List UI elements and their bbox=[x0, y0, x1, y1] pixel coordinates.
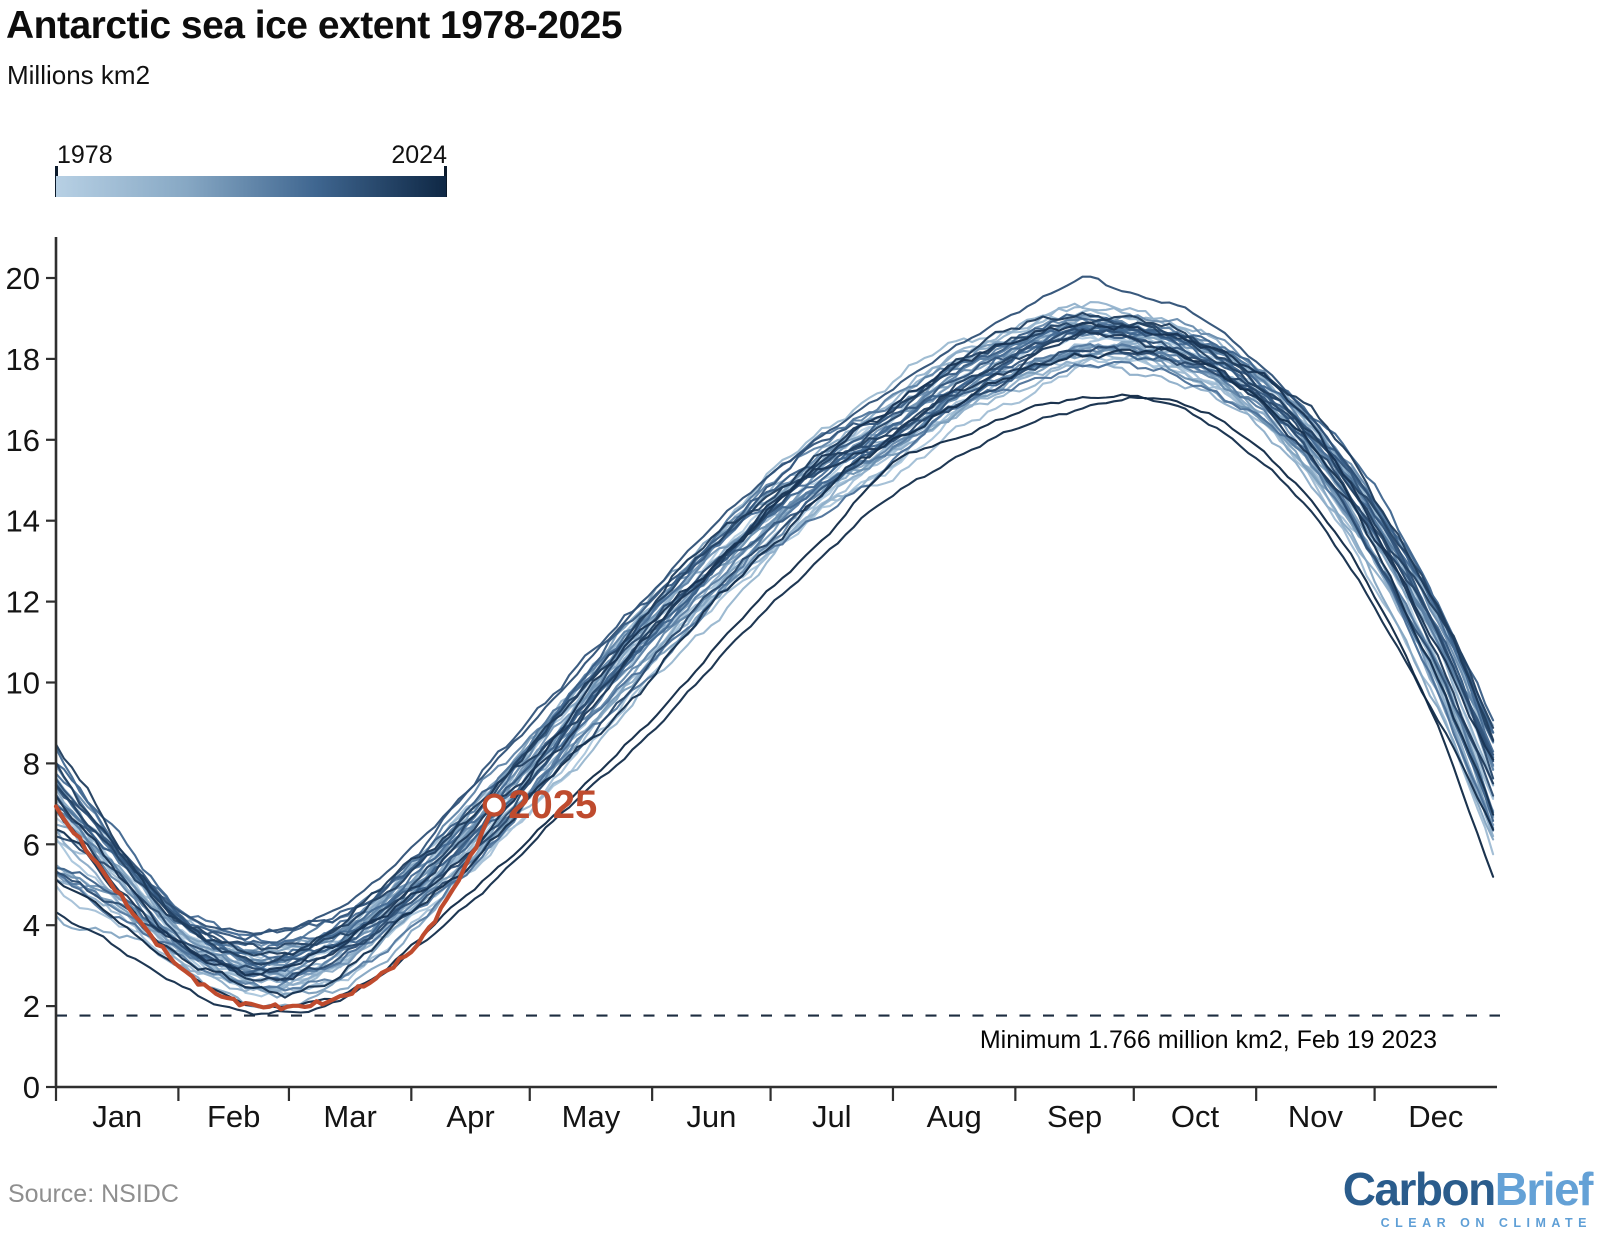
y-tick-label-0: 0 bbox=[23, 1070, 40, 1105]
year-line-1999 bbox=[54, 348, 1495, 969]
year-line-2016 bbox=[54, 345, 1495, 974]
x-month-label-Aug: Aug bbox=[927, 1099, 982, 1134]
y-tick-label-18: 18 bbox=[6, 342, 40, 377]
year-line-2004 bbox=[54, 342, 1495, 992]
x-month-label-Jan: Jan bbox=[92, 1099, 142, 1134]
year-line-1991 bbox=[54, 360, 1495, 993]
x-month-label-Sep: Sep bbox=[1047, 1099, 1102, 1134]
page-subtitle: Millions km2 bbox=[7, 60, 151, 90]
year-line-1986 bbox=[54, 343, 1495, 997]
year-line-2022 bbox=[54, 346, 1495, 999]
series-2025-label: 2025 bbox=[508, 783, 597, 827]
legend-end-year-label: 2024 bbox=[391, 141, 447, 169]
minimum-annotation: Minimum 1.766 million km2, Feb 19 2023 bbox=[980, 1026, 1437, 1054]
y-tick-label-16: 16 bbox=[6, 423, 40, 458]
x-month-label-Feb: Feb bbox=[207, 1099, 260, 1134]
carbonbrief-logo: CarbonBrief CLEAR ON CLIMATE bbox=[1342, 1163, 1594, 1230]
year-line-2014 bbox=[54, 275, 1495, 935]
year-line-2001 bbox=[54, 344, 1495, 978]
x-month-label-Jun: Jun bbox=[686, 1099, 736, 1134]
logo-carbon-text: Carbon bbox=[1342, 1163, 1497, 1215]
x-month-label-Oct: Oct bbox=[1171, 1099, 1220, 1134]
x-month-label-Jul: Jul bbox=[812, 1099, 852, 1134]
year-line-1988 bbox=[54, 352, 1495, 991]
year-line-2006 bbox=[54, 361, 1495, 983]
page-title: Antarctic sea ice extent 1978-2025 bbox=[6, 4, 623, 47]
legend-gradient-bar bbox=[56, 176, 446, 197]
year-line-2009 bbox=[54, 325, 1495, 960]
year-line-1982 bbox=[54, 357, 1495, 998]
series-2025-endpoint-marker bbox=[482, 793, 506, 817]
x-month-label-Dec: Dec bbox=[1408, 1099, 1463, 1134]
y-tick-label-2: 2 bbox=[23, 989, 40, 1024]
y-tick-label-6: 6 bbox=[23, 827, 40, 862]
source-note: Source: NSIDC bbox=[8, 1180, 179, 1208]
carbonbrief-wordmark: CarbonBrief bbox=[1342, 1163, 1594, 1215]
y-tick-label-20: 20 bbox=[6, 261, 40, 296]
y-tick-label-14: 14 bbox=[6, 504, 40, 539]
year-line-2019 bbox=[54, 311, 1495, 957]
year-line-2023 bbox=[54, 396, 1495, 1016]
y-tick-label-4: 4 bbox=[23, 908, 40, 943]
x-month-label-May: May bbox=[562, 1099, 621, 1134]
y-tick-label-8: 8 bbox=[23, 746, 40, 781]
x-month-label-Nov: Nov bbox=[1288, 1099, 1344, 1134]
logo-tagline: CLEAR ON CLIMATE bbox=[1380, 1216, 1592, 1230]
legend-start-year-label: 1978 bbox=[57, 141, 113, 169]
logo-brief-text: Brief bbox=[1494, 1163, 1594, 1215]
year-line-2021 bbox=[54, 321, 1495, 977]
year-line-2017 bbox=[54, 318, 1495, 951]
y-tick-label-10: 10 bbox=[6, 666, 40, 701]
year-line-2024 bbox=[54, 393, 1495, 1009]
year-line-1985 bbox=[54, 354, 1495, 982]
y-tick-label-12: 12 bbox=[6, 585, 40, 620]
year-line-1989 bbox=[54, 301, 1495, 965]
year-line-1978 bbox=[54, 328, 1495, 974]
x-month-label-Mar: Mar bbox=[323, 1099, 376, 1134]
series-2025-line bbox=[53, 802, 497, 1012]
year-line-2015 bbox=[54, 327, 1495, 982]
year-line-2020 bbox=[54, 329, 1495, 982]
year-line-1992 bbox=[54, 342, 1495, 986]
x-month-label-Apr: Apr bbox=[446, 1099, 494, 1134]
year-line-1994 bbox=[54, 338, 1495, 1009]
year-line-1984 bbox=[54, 343, 1495, 992]
